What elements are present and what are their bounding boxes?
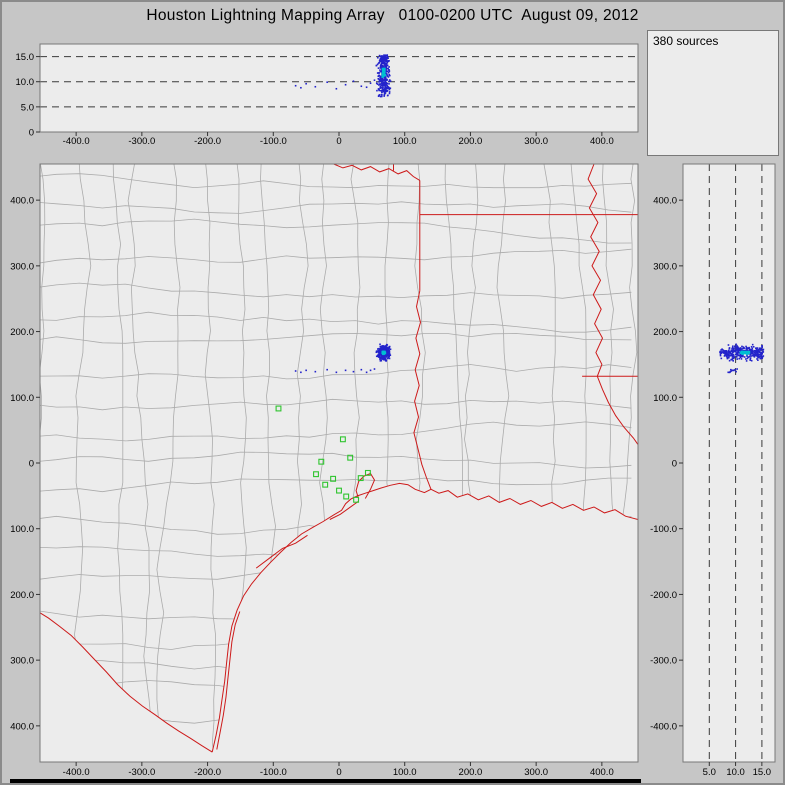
svg-text:-400.0: -400.0	[650, 721, 677, 732]
altitude-gridlines-right	[708, 164, 763, 762]
svg-text:0: 0	[29, 128, 34, 139]
svg-text:-400.0: -400.0	[63, 136, 90, 147]
svg-text:-400.0: -400.0	[63, 767, 90, 778]
svg-text:-100.0: -100.0	[260, 767, 287, 778]
svg-text:10.0: 10.0	[726, 767, 745, 778]
lma-stations	[275, 405, 371, 503]
svg-text:0: 0	[336, 767, 341, 778]
lightning-sources-right	[719, 343, 765, 374]
svg-text:5.0: 5.0	[703, 767, 716, 778]
altitude-vs-east-west-panel[interactable]: -400.0 -300.0 -200.0 -100.0 0 100.0 200.0 300.0…	[10, 30, 641, 156]
svg-text:-300.0: -300.0	[10, 656, 34, 667]
svg-text:10.0: 10.0	[16, 77, 35, 88]
svg-text:200.0: 200.0	[10, 327, 34, 338]
svg-text:-100.0: -100.0	[650, 524, 677, 535]
svg-text:0: 0	[29, 459, 34, 470]
altitude-vs-north-south-panel[interactable]: 5.0 10.0 15.0 400.0 300.0 200.0 100.0 0 -100.0 -2…	[647, 160, 779, 782]
svg-text:300.0: 300.0	[524, 767, 548, 778]
map-ticks: -400.0 -300.0 -200.0 -100.0 0 100.0 200.0 300.0…	[10, 196, 614, 778]
top-panel-ticks: -400.0 -300.0 -200.0 -100.0 0 100.0 200.0 300.0…	[16, 52, 614, 147]
svg-text:200.0: 200.0	[653, 327, 677, 338]
page-title: Houston Lightning Mapping Array 0100-020…	[146, 7, 639, 24]
plan-view-map-panel[interactable]: -400.0 -300.0 -200.0 -100.0 0 100.0 200.0 300.0…	[10, 160, 641, 782]
svg-text:-200.0: -200.0	[10, 590, 34, 601]
svg-text:300.0: 300.0	[653, 261, 677, 272]
svg-text:400.0: 400.0	[590, 136, 614, 147]
state-borders-coastline	[39, 163, 639, 753]
svg-text:400.0: 400.0	[590, 767, 614, 778]
svg-text:-200.0: -200.0	[650, 590, 677, 601]
source-count-label: 380 sources	[653, 34, 719, 48]
svg-text:-100.0: -100.0	[10, 524, 34, 535]
svg-text:0: 0	[336, 136, 341, 147]
svg-text:100.0: 100.0	[393, 767, 417, 778]
svg-text:100.0: 100.0	[653, 393, 677, 404]
svg-text:200.0: 200.0	[459, 767, 483, 778]
svg-text:100.0: 100.0	[393, 136, 417, 147]
svg-text:15.0: 15.0	[16, 52, 35, 63]
svg-text:400.0: 400.0	[653, 196, 677, 207]
time-colorbar	[10, 779, 641, 783]
svg-text:400.0: 400.0	[10, 196, 34, 207]
svg-text:100.0: 100.0	[10, 393, 34, 404]
lightning-sources-plan	[294, 343, 392, 374]
lightning-sources-top	[294, 54, 392, 98]
svg-text:15.0: 15.0	[753, 767, 772, 778]
svg-text:200.0: 200.0	[459, 136, 483, 147]
svg-text:-200.0: -200.0	[194, 136, 221, 147]
svg-text:300.0: 300.0	[10, 261, 34, 272]
source-count-panel: 380 sources	[647, 30, 779, 156]
svg-text:-100.0: -100.0	[260, 136, 287, 147]
svg-text:-300.0: -300.0	[128, 767, 155, 778]
svg-text:300.0: 300.0	[524, 136, 548, 147]
right-panel-ticks: 5.0 10.0 15.0 400.0 300.0 200.0 100.0 0 -100.0 -2…	[650, 196, 771, 778]
svg-text:-300.0: -300.0	[128, 136, 155, 147]
altitude-gridlines	[40, 56, 638, 108]
svg-text:5.0: 5.0	[21, 102, 34, 113]
svg-text:-400.0: -400.0	[10, 721, 34, 732]
svg-text:0: 0	[672, 459, 677, 470]
svg-text:-200.0: -200.0	[194, 767, 221, 778]
svg-text:-300.0: -300.0	[650, 656, 677, 667]
